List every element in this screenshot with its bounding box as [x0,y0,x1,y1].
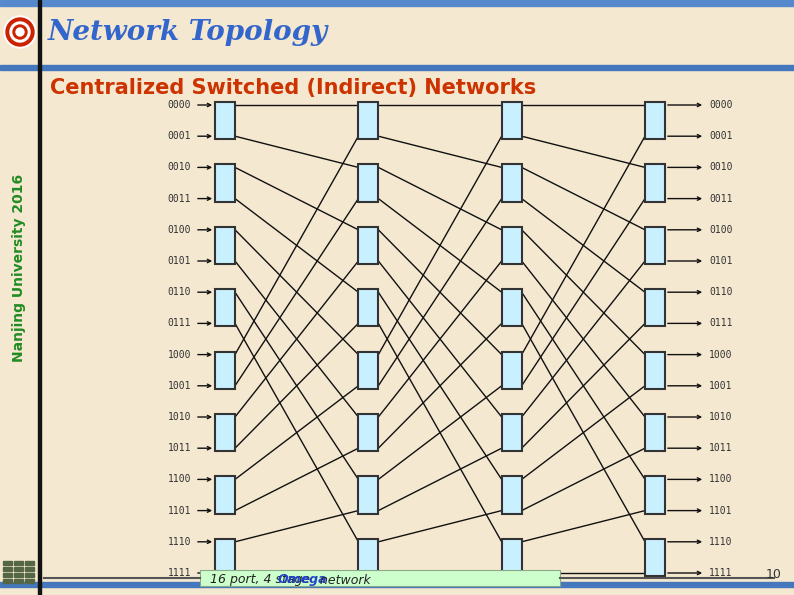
Bar [645,164,665,202]
Bar [25,561,34,565]
Text: 0001: 0001 [168,131,191,141]
Circle shape [4,16,36,48]
Bar [0,582,794,587]
Bar [358,289,378,327]
Bar [215,477,235,513]
Text: 1100: 1100 [709,474,733,484]
Text: 1001: 1001 [709,381,733,391]
Circle shape [10,22,30,42]
Bar [0,65,794,70]
Text: 1110: 1110 [709,537,733,547]
Bar [25,579,34,583]
Text: 0010: 0010 [168,162,191,173]
Text: 16 port, 4 stage: 16 port, 4 stage [210,574,314,587]
Bar [358,539,378,576]
Bar [0,0,794,6]
Bar [645,539,665,576]
Bar [215,414,235,451]
Text: 1000: 1000 [168,350,191,359]
Bar [215,352,235,389]
Text: 1010: 1010 [709,412,733,422]
Text: 0010: 0010 [709,162,733,173]
Text: 10: 10 [766,568,782,581]
Bar [358,477,378,513]
Bar [645,227,665,264]
Text: 0100: 0100 [709,225,733,235]
Text: 0101: 0101 [709,256,733,266]
Bar [502,352,522,389]
Bar [502,102,522,139]
Bar [215,164,235,202]
Text: 0111: 0111 [168,318,191,328]
Circle shape [13,25,27,39]
Bar [215,289,235,327]
Text: 1011: 1011 [168,443,191,453]
Text: 0111: 0111 [709,318,733,328]
Bar [14,561,23,565]
Text: Nanjing University 2016: Nanjing University 2016 [12,173,26,362]
Text: 0000: 0000 [168,100,191,110]
Text: 0110: 0110 [709,287,733,297]
Text: 1000: 1000 [709,350,733,359]
Bar [358,414,378,451]
Bar [645,289,665,327]
Text: 1101: 1101 [168,506,191,516]
Bar [3,573,12,577]
Text: 1100: 1100 [168,474,191,484]
Bar [215,539,235,576]
Bar [215,102,235,139]
Bar [215,227,235,264]
Bar [3,579,12,583]
Text: 1010: 1010 [168,412,191,422]
Circle shape [6,18,34,46]
Bar [502,477,522,513]
Bar [14,567,23,571]
Bar [0,587,794,595]
Bar [3,567,12,571]
Text: 1001: 1001 [168,381,191,391]
Bar [645,352,665,389]
Bar [358,227,378,264]
Bar [358,102,378,139]
Text: 1110: 1110 [168,537,191,547]
Bar [3,561,12,565]
Text: 0011: 0011 [168,193,191,203]
Text: 1101: 1101 [709,506,733,516]
Bar [502,227,522,264]
Bar [25,573,34,577]
FancyBboxPatch shape [200,570,560,586]
Text: 0100: 0100 [168,225,191,235]
Text: Omega: Omega [278,574,327,587]
Text: 0011: 0011 [709,193,733,203]
Bar [14,573,23,577]
Bar [358,352,378,389]
Text: 1111: 1111 [709,568,733,578]
Bar [645,414,665,451]
Bar [502,539,522,576]
Text: 1111: 1111 [168,568,191,578]
Circle shape [16,28,24,36]
Text: 0001: 0001 [709,131,733,141]
Bar [502,414,522,451]
Bar [645,477,665,513]
Text: network: network [316,574,371,587]
Bar [14,579,23,583]
Bar [502,289,522,327]
Text: 0101: 0101 [168,256,191,266]
Text: 1011: 1011 [709,443,733,453]
Bar [25,567,34,571]
Text: Network Topology: Network Topology [48,18,328,45]
Bar [38,0,41,595]
Bar [502,164,522,202]
Text: 0000: 0000 [709,100,733,110]
Bar [358,164,378,202]
Text: Centralized Switched (Indirect) Networks: Centralized Switched (Indirect) Networks [50,78,536,98]
Text: 0110: 0110 [168,287,191,297]
Bar [645,102,665,139]
